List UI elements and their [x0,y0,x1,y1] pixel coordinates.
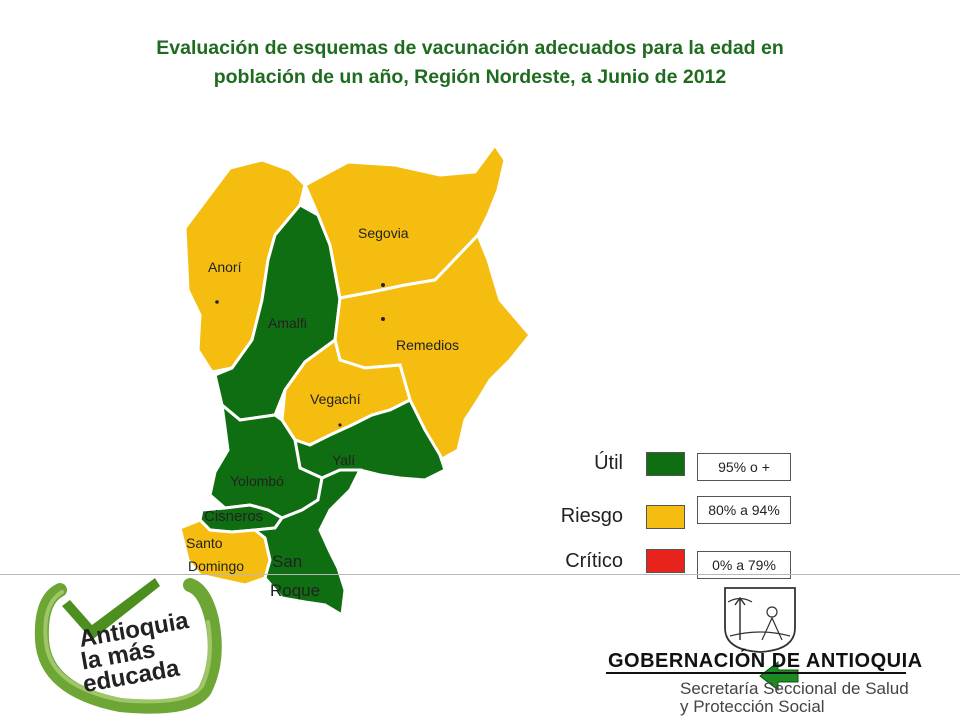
town-dot-anori [215,300,219,304]
region-san-roque[interactable] [251,468,363,618]
label-amalfi: Amalfi [268,315,307,331]
antioquia-logo: Antioquia la más educada [34,578,222,714]
government-underline [606,672,906,674]
footer-divider [0,574,960,575]
label-remedios: Remedios [396,337,459,353]
title-line-2: población de un año, Región Nordeste, a … [213,66,727,88]
label-yolombo: Yolombó [230,473,284,489]
legend-range-riesgo: 80% a 94% [697,496,791,524]
label-vegachi: Vegachí [310,391,361,407]
secretaria-line-2: y Protección Social [680,697,825,716]
back-arrow-icon[interactable] [759,660,799,692]
label-santo: Santo [186,535,223,551]
label-roque: Roque [270,581,320,600]
town-dot-segovia [381,283,385,287]
checkmark-icon [62,578,160,640]
secretaria-line-1: Secretaría Seccional de Salud [680,679,909,698]
title-line-1: Evaluación de esquemas de vacunación ade… [156,37,784,59]
label-segovia: Segovia [358,225,409,241]
coat-of-arms-icon [724,587,796,653]
legend-label-riesgo: Riesgo [560,505,623,527]
page-title: Evaluación de esquemas de vacunación ade… [60,34,880,92]
legend-swatch-util [646,452,685,476]
label-san: San [272,552,302,571]
label-domingo: Domingo [188,558,244,574]
town-dot-vegachi [338,423,342,427]
region-segovia[interactable] [303,142,507,300]
legend-label-util: Útil [594,452,623,474]
legend-label-critico: Crítico [565,550,623,572]
legend-swatch-critico [646,549,685,573]
secretaria-text: Secretaría Seccional de Salud y Protecci… [680,680,909,716]
label-anori: Anorí [208,259,242,275]
label-yali: Yalí [332,452,355,468]
legend-range-util: 95% o + [697,453,791,481]
town-dot-remedios [381,317,385,321]
government-name: GOBERNACIÓN DE ANTIOQUIA [608,650,923,672]
legend-swatch-riesgo [646,505,685,529]
label-cisneros: Cisneros [204,508,263,525]
